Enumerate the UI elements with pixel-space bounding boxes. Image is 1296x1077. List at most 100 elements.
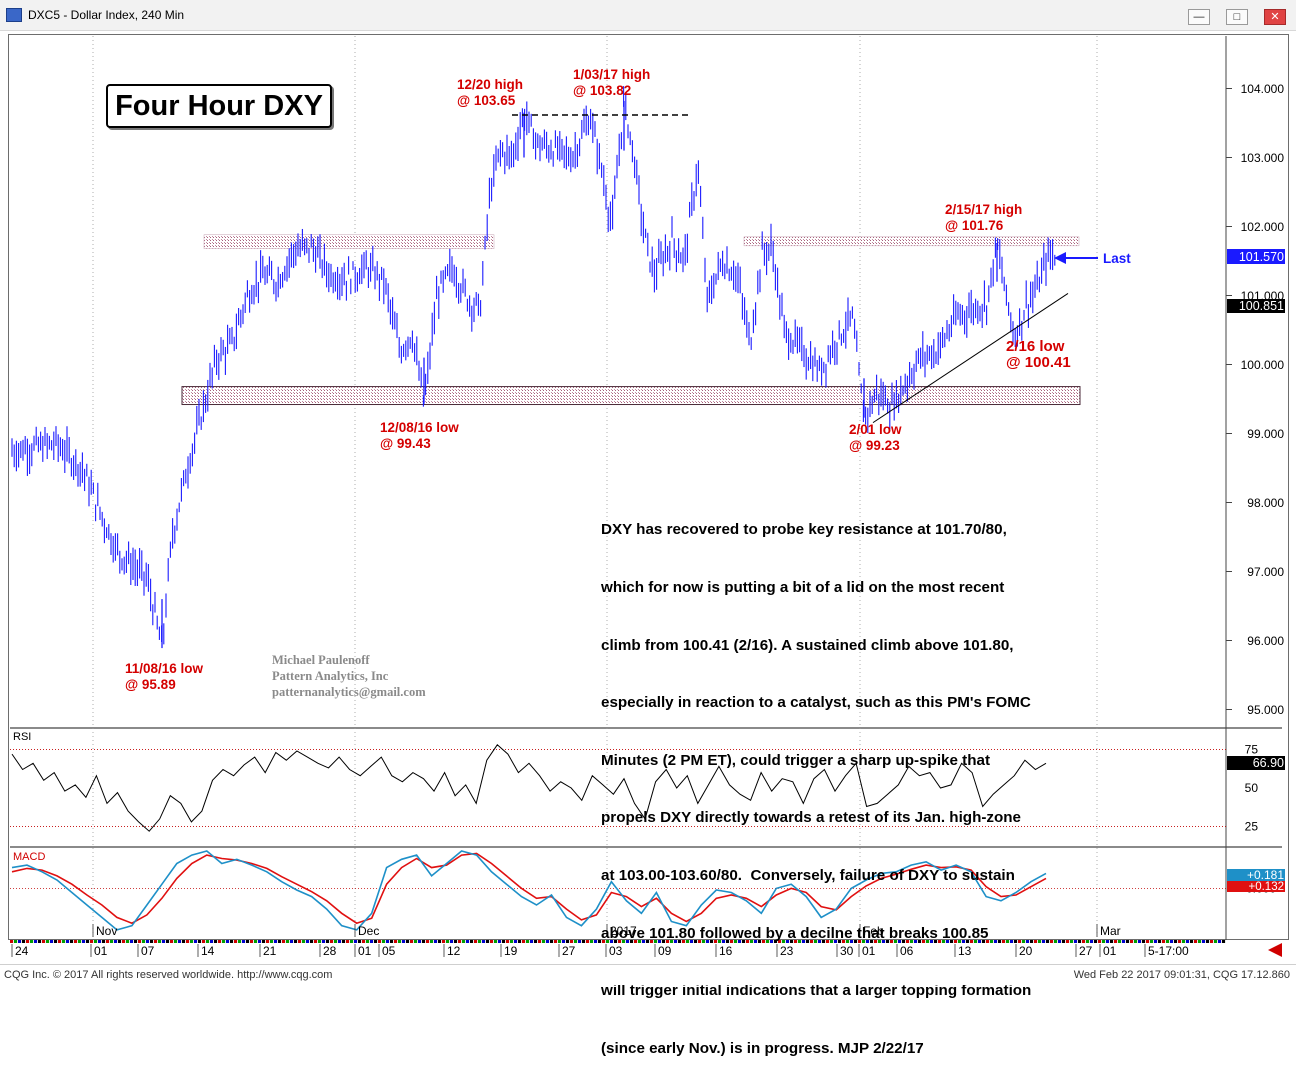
session-tick [842, 940, 845, 943]
session-tick [646, 940, 649, 943]
x-tick-label: 01 [862, 944, 876, 958]
rsi-label: RSI [13, 731, 31, 743]
x-tick-label: 01 [358, 944, 372, 958]
session-tick [670, 940, 673, 943]
scroll-left-icon [1268, 943, 1282, 957]
session-tick [1126, 940, 1129, 943]
commentary-line: especially in reaction to a catalyst, su… [601, 694, 1031, 712]
session-tick [550, 940, 553, 943]
session-tick [190, 940, 193, 943]
commentary-line: propels DXY directly towards a retest of… [601, 809, 1021, 827]
session-tick [490, 940, 493, 943]
minimize-button[interactable]: — [1188, 9, 1210, 25]
session-tick [566, 940, 569, 943]
session-tick [1066, 940, 1069, 943]
session-tick [1018, 940, 1021, 943]
session-tick [546, 940, 549, 943]
session-tick [18, 940, 21, 943]
session-tick [182, 940, 185, 943]
session-tick [186, 940, 189, 943]
session-tick [526, 940, 529, 943]
session-tick [1130, 940, 1133, 943]
session-tick [718, 940, 721, 943]
session-tick [906, 940, 909, 943]
session-tick [106, 940, 109, 943]
session-tick [890, 940, 893, 943]
commentary-line: climb from 100.41 (2/16). A sustained cl… [601, 636, 1014, 654]
session-tick [206, 940, 209, 943]
y-tick-label: 96.000 [1247, 634, 1284, 648]
session-tick [1002, 940, 1005, 943]
session-tick [618, 940, 621, 943]
session-tick [1082, 940, 1085, 943]
session-tick [930, 940, 933, 943]
session-tick [714, 940, 717, 943]
session-tick [998, 940, 1001, 943]
session-tick [910, 940, 913, 943]
session-tick [766, 940, 769, 943]
x-tick-label: 20 [1019, 944, 1033, 958]
session-tick [638, 940, 641, 943]
macd-last-badge [1227, 869, 1285, 881]
session-tick [826, 940, 829, 943]
session-tick [402, 940, 405, 943]
session-tick [690, 940, 693, 943]
session-tick [602, 940, 605, 943]
session-tick [174, 940, 177, 943]
x-tick-label: 2017 [610, 924, 637, 938]
session-tick [366, 940, 369, 943]
session-tick [498, 940, 501, 943]
rsi-tick-label: 50 [1245, 781, 1259, 795]
session-tick [286, 940, 289, 943]
session-tick [814, 940, 817, 943]
timestamp-text: Wed Feb 22 2017 09:01:31, CQG 17.12.860 [1073, 969, 1290, 981]
session-tick [986, 940, 989, 943]
session-tick [410, 940, 413, 943]
session-tick [114, 940, 117, 943]
session-tick [754, 940, 757, 943]
macd-line [11, 850, 1047, 931]
commentary-line: above 101.80 followed by a decilne that … [601, 924, 989, 942]
session-tick [266, 940, 269, 943]
session-tick [1114, 940, 1117, 943]
session-tick [994, 940, 997, 943]
session-tick [38, 940, 41, 943]
session-tick [686, 940, 689, 943]
session-tick [374, 940, 377, 943]
session-tick [210, 940, 213, 943]
session-tick [558, 940, 561, 943]
session-tick [990, 940, 993, 943]
price-annotation: 12/20 high [457, 77, 523, 92]
resistance-band [203, 234, 495, 249]
session-tick [1122, 940, 1125, 943]
session-tick [354, 940, 357, 943]
session-tick [258, 940, 261, 943]
session-tick [338, 940, 341, 943]
y-tick-label: 104.000 [1241, 82, 1285, 96]
x-tick-label: 05 [382, 944, 396, 958]
y-tick-label: 103.000 [1241, 151, 1285, 165]
session-tick [450, 940, 453, 943]
maximize-button[interactable]: □ [1226, 9, 1248, 25]
close-button[interactable]: ✕ [1264, 9, 1286, 25]
y-tick-label: 98.000 [1247, 496, 1284, 510]
session-tick [94, 940, 97, 943]
session-tick [538, 940, 541, 943]
session-tick [154, 940, 157, 943]
last-price-badge [1227, 249, 1285, 264]
session-tick [962, 940, 965, 943]
session-tick [738, 940, 741, 943]
session-tick [58, 940, 61, 943]
session-tick [102, 940, 105, 943]
last-arrow-head [1054, 252, 1066, 264]
session-tick [310, 940, 313, 943]
session-tick [866, 940, 869, 943]
session-tick [1222, 940, 1225, 943]
session-tick [1034, 940, 1037, 943]
session-tick [946, 940, 949, 943]
x-tick-label: 12 [447, 944, 461, 958]
session-tick [918, 940, 921, 943]
price-annotation: 1/03/17 high [573, 67, 650, 82]
session-tick [282, 940, 285, 943]
session-tick [926, 940, 929, 943]
